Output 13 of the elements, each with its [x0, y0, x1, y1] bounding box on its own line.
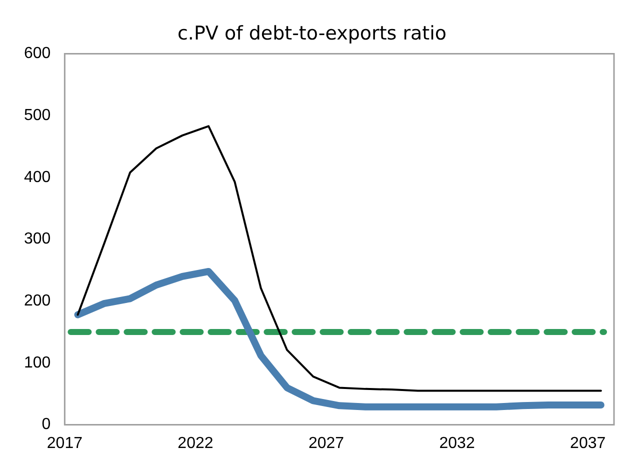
x-tick-label: 2022: [178, 434, 214, 452]
y-tick-label: 200: [24, 292, 51, 310]
y-tick-label: 400: [24, 168, 51, 186]
x-tick-label: 2027: [308, 434, 344, 452]
y-tick-label: 300: [24, 230, 51, 248]
y-tick-label: 100: [24, 354, 51, 372]
x-tick-label: 2032: [439, 434, 475, 452]
y-tick-label: 600: [24, 45, 51, 62]
x-tick-label: 2037: [570, 434, 606, 452]
chart-title: c.PV of debt-to-exports ratio: [177, 22, 447, 44]
y-tick-label: 0: [42, 416, 51, 434]
y-tick-label: 500: [24, 107, 51, 124]
x-tick-label: 2017: [46, 434, 83, 452]
